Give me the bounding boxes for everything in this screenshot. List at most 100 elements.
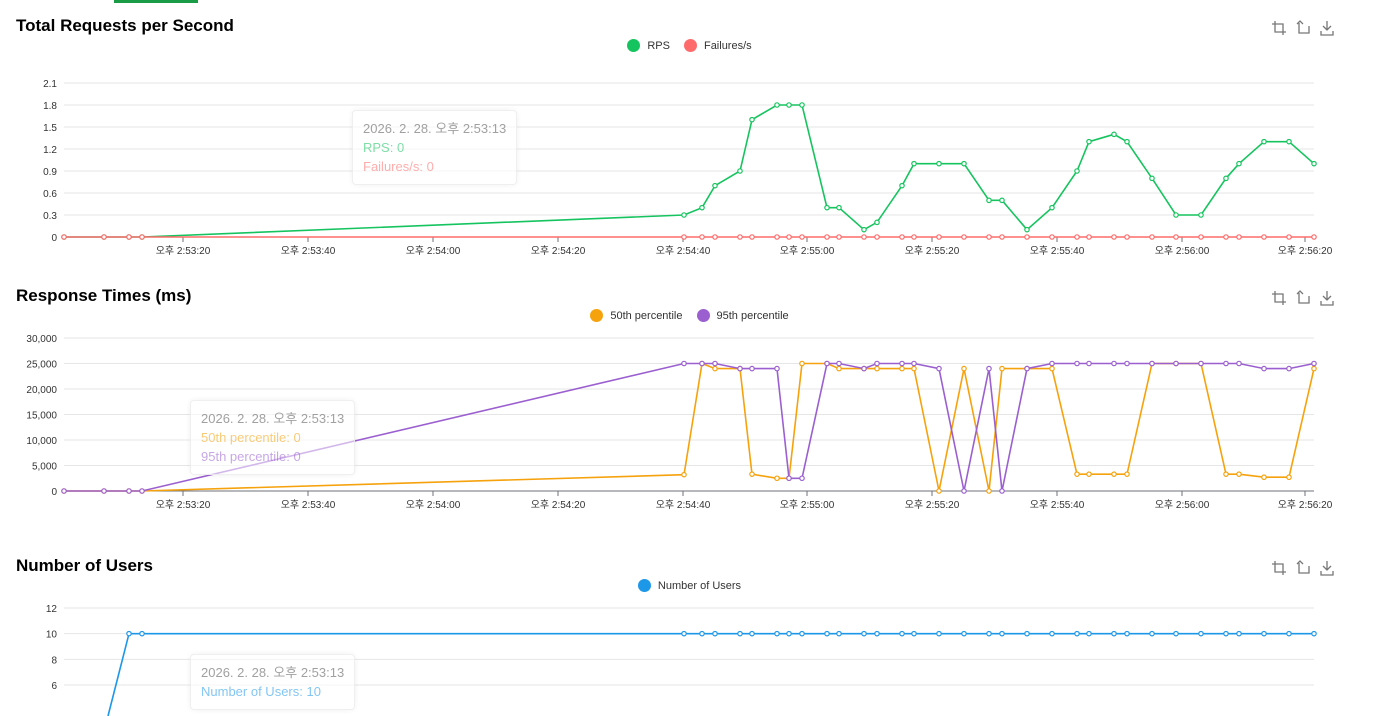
data-point [986, 234, 992, 240]
data-point [126, 234, 132, 240]
zoom-icon[interactable] [1271, 290, 1287, 306]
zoom-reset-icon[interactable] [1295, 560, 1311, 576]
legend-item[interactable]: Number of Users [637, 579, 741, 592]
data-point [699, 360, 705, 367]
data-point [874, 234, 880, 240]
data-point [1286, 138, 1292, 145]
data-point [681, 630, 687, 637]
legend-marker [637, 579, 651, 592]
data-point [1086, 630, 1092, 637]
data-point [1261, 474, 1267, 481]
data-point [1286, 474, 1292, 481]
y-tick-label: 10 [46, 630, 58, 641]
data-point [774, 102, 780, 108]
y-tick-label: 15,000 [26, 411, 57, 422]
data-point [1236, 360, 1242, 367]
data-point [1111, 234, 1117, 240]
legend-marker [590, 309, 604, 322]
data-point [911, 630, 917, 637]
y-tick-label: 0.6 [43, 189, 57, 200]
chart-tooltip: 2026. 2. 28. 오후 2:53:13 RPS: 0 Failures/s:… [352, 110, 518, 185]
chart-toolbox [1271, 20, 1335, 36]
data-point [899, 182, 905, 189]
data-point [774, 365, 780, 372]
chart-toolbox [1271, 290, 1335, 306]
data-point [1286, 234, 1292, 240]
download-icon[interactable] [1319, 560, 1335, 576]
data-point [824, 360, 830, 367]
data-point [861, 226, 867, 233]
data-point [699, 204, 705, 211]
data-point [1086, 360, 1092, 367]
x-tick-label: 오후 2:55:00 [780, 499, 835, 511]
chart-tooltip: 2026. 2. 28. 오후 2:53:13 50th percentile: … [190, 400, 356, 475]
data-point [824, 234, 830, 240]
data-point [1149, 175, 1155, 182]
tooltip-row: RPS: 0 [363, 140, 405, 155]
legend-item[interactable]: 95th percentile [696, 309, 789, 322]
data-point [712, 234, 718, 240]
data-point [749, 116, 755, 123]
y-tick-label: 20,000 [26, 385, 57, 396]
chart-title: Response Times (ms) [16, 286, 192, 305]
zoom-reset-icon[interactable] [1295, 290, 1311, 306]
data-point [1024, 630, 1030, 637]
x-tick-label: 오후 2:56:20 [1278, 499, 1333, 511]
data-point [961, 630, 967, 637]
data-point [1173, 234, 1179, 240]
rps-chart-svg: 0 0.3 0.6 0.9 1.2 1.5 1.8 2.1 오후 2:53:20 오후 2:53:… [43, 79, 1333, 257]
data-point [749, 234, 755, 240]
zoom-icon[interactable] [1271, 20, 1287, 36]
y-tick-label: 30,000 [26, 334, 57, 345]
data-point [1049, 204, 1055, 211]
data-point [1049, 360, 1055, 367]
data-point [911, 365, 917, 372]
tooltip-title: 2026. 2. 28. 오후 2:53:13 [363, 121, 507, 136]
zoom-icon[interactable] [1271, 560, 1287, 576]
data-point [139, 488, 145, 494]
y-tick-label: 5,000 [32, 462, 57, 473]
y-tick-label: 0.9 [43, 167, 57, 178]
data-point [986, 365, 992, 372]
data-point [1311, 160, 1317, 167]
y-tick-label: 25,000 [26, 360, 57, 371]
y-tick-label: 8 [51, 655, 57, 666]
chart-legend: Number of Users [0, 579, 1379, 592]
data-point [1173, 630, 1179, 637]
data-point [1049, 365, 1055, 372]
data-point [1074, 168, 1080, 174]
download-icon[interactable] [1319, 290, 1335, 306]
legend-item[interactable]: Failures/s [683, 39, 752, 52]
data-point [1049, 630, 1055, 637]
data-point [712, 630, 718, 637]
data-point [836, 360, 842, 367]
data-point [749, 365, 755, 372]
data-point [712, 360, 718, 367]
users-chart-svg: 6 8 10 12 [46, 604, 1317, 716]
data-point [139, 234, 145, 240]
data-point [911, 160, 917, 167]
data-point [126, 630, 132, 637]
data-point [1124, 630, 1130, 637]
data-point [874, 365, 880, 372]
data-point [786, 102, 792, 108]
data-point [874, 360, 880, 367]
data-point [126, 488, 132, 494]
legend-marker [696, 309, 710, 322]
legend-item[interactable]: 50th percentile [590, 309, 683, 322]
chart-legend: 50th percentile 95th percentile [0, 309, 1379, 322]
x-tick-label: 오후 2:53:40 [281, 245, 336, 257]
legend-item[interactable]: RPS [627, 39, 670, 52]
legend-label: 95th percentile [716, 309, 789, 322]
data-point [799, 234, 805, 240]
x-tick-label: 오후 2:55:40 [1030, 245, 1085, 257]
data-point [1223, 471, 1229, 477]
zoom-reset-icon[interactable] [1295, 20, 1311, 36]
data-point [1236, 234, 1242, 240]
data-point [1149, 234, 1155, 240]
tooltip-row: Failures/s: 0 [363, 159, 434, 174]
data-point [999, 630, 1005, 637]
download-icon[interactable] [1319, 20, 1335, 36]
data-point [999, 197, 1005, 204]
data-point [1086, 138, 1092, 145]
